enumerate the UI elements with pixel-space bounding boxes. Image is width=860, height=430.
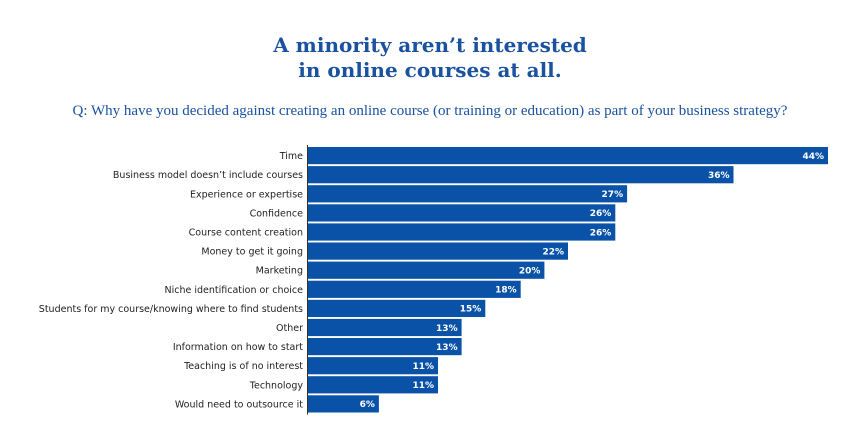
bar [308,357,438,375]
bar [308,280,521,298]
category-label: Experience or expertise [190,189,303,200]
chart-subtitle: Q: Why have you decided against creating… [72,103,788,119]
category-label: Would need to outsource it [175,399,303,410]
category-label: Marketing [256,266,303,277]
bar [308,147,828,165]
data-label: 6% [360,400,375,410]
bar [308,395,379,413]
chart-title-line-2: in online courses at all. [298,58,562,82]
bar [308,166,734,184]
data-label: 15% [460,305,482,315]
data-label: 36% [708,171,730,181]
category-label: Business model doesn’t include courses [113,170,303,181]
bar [308,185,628,203]
data-label: 44% [802,152,824,162]
category-label: Time [279,151,303,162]
data-label: 18% [495,286,517,296]
category-label: Confidence [250,208,304,219]
data-label: 22% [542,247,564,257]
category-label: Information on how to start [173,342,303,353]
category-label: Other [276,323,303,334]
data-label: 13% [436,324,458,334]
bar [308,204,616,222]
bar [308,299,486,317]
bar [308,223,616,241]
data-label: 20% [519,267,541,277]
data-label: 26% [590,209,612,219]
bar [308,376,438,394]
bar [308,318,462,337]
chart-title: A minority aren’t interested in online c… [0,33,860,83]
category-label: Niche identification or choice [164,285,303,296]
category-label: Students for my course/knowing where to … [39,304,303,315]
category-label: Teaching is of no interest [183,361,303,372]
category-label: Money to get it going [201,247,303,258]
category-label: Course content creation [189,228,303,239]
bar [308,242,568,260]
data-label: 27% [602,190,624,200]
data-label: 13% [436,343,458,353]
data-label: 26% [590,228,612,238]
data-label: 11% [412,381,434,391]
data-label: 11% [412,362,434,372]
category-label: Technology [249,380,304,391]
bar [308,338,462,356]
chart-title-line-1: A minority aren’t interested [273,33,587,57]
bar [308,261,545,279]
